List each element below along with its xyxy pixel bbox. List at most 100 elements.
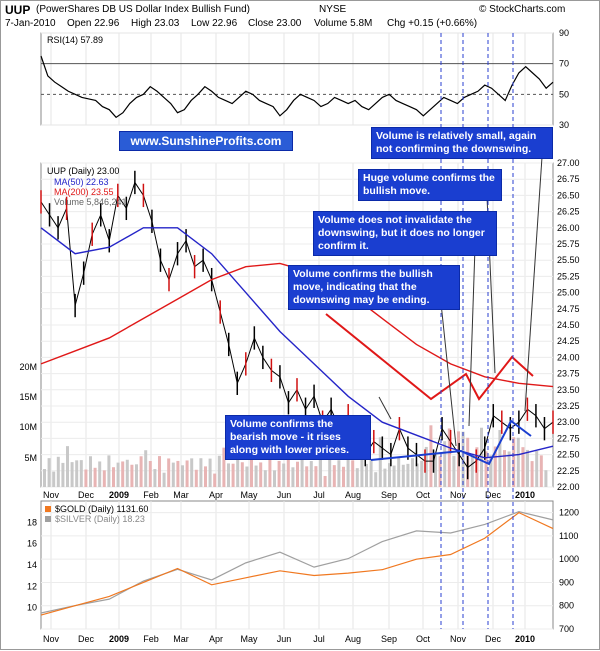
volume-bar	[176, 460, 180, 487]
volume-bar	[89, 456, 92, 487]
volume-bar	[185, 460, 189, 487]
volume-bar	[493, 446, 497, 487]
volume-bar	[135, 464, 138, 487]
gold-y-tick-label: 1100	[559, 531, 578, 541]
annotation-confirms-bullish: Volume confirms the bullish move, indica…	[288, 265, 460, 310]
price-x-tick-label: Sep	[381, 490, 397, 500]
volume-bar	[429, 425, 433, 487]
volume-bar	[181, 465, 184, 487]
volume-bar	[116, 462, 120, 487]
volume-bar	[144, 450, 148, 487]
volume-bar	[98, 461, 102, 487]
uup-legend: UUP (Daily) 23.00	[47, 166, 119, 176]
quote-low: Low 22.96	[191, 18, 238, 29]
volume-legend: Volume 5,846,241	[54, 197, 127, 207]
volume-bar	[259, 462, 263, 487]
volume-bar	[102, 470, 106, 487]
annotation-bearish-move: Volume confirms the bearish move - it ri…	[225, 415, 371, 460]
volume-y-tick-label: 20M	[19, 362, 37, 372]
volume-bar	[250, 456, 253, 487]
price-x-tick-label: Jul	[313, 490, 325, 500]
volume-bar	[199, 458, 203, 487]
volume-bar	[208, 458, 212, 487]
volume-bar	[452, 455, 456, 487]
quote-change: Chg +0.15 (+0.66%)	[387, 18, 478, 29]
rsi-y-tick-label: 70	[559, 59, 569, 69]
volume-bar	[139, 456, 143, 487]
volume-bar	[153, 469, 157, 487]
silver-y-tick-label: 16	[27, 539, 37, 549]
volume-bar	[484, 451, 488, 487]
volume-bar	[489, 455, 493, 487]
volume-bar	[309, 461, 313, 487]
volume-bar	[374, 472, 378, 487]
volume-bar	[332, 465, 336, 487]
quote-volume: Volume 5.8M	[314, 18, 373, 29]
gold-x-tick-label: 2009	[109, 634, 129, 644]
volume-bar	[516, 437, 520, 487]
price-x-tick-label: 2009	[109, 490, 129, 500]
volume-bar	[383, 468, 387, 487]
volume-bar	[535, 450, 539, 487]
volume-bar	[204, 466, 207, 487]
price-y-tick-label: 26.00	[557, 223, 580, 233]
volume-y-tick-label: 10M	[19, 422, 37, 432]
volume-bar	[346, 458, 350, 487]
volume-bar	[319, 456, 322, 487]
volume-bar	[443, 441, 447, 487]
volume-bar	[420, 460, 424, 487]
ma50-line	[40, 227, 554, 459]
price-x-tick-label: Aug	[345, 490, 361, 500]
volume-bar	[447, 428, 451, 487]
annotation-pointer	[524, 156, 543, 412]
volume-bar	[61, 462, 65, 487]
gold-y-tick-label: 1000	[559, 554, 579, 564]
volume-bar	[305, 466, 309, 487]
volume-y-tick-label: 15M	[19, 392, 37, 402]
price-y-tick-label: 25.75	[557, 239, 580, 249]
volume-bar	[277, 460, 281, 487]
volume-bar	[392, 465, 396, 487]
volume-bar	[470, 453, 474, 487]
volume-bar	[397, 457, 401, 487]
volume-bar	[438, 456, 442, 487]
volume-bar	[286, 458, 290, 487]
volume-bar	[217, 455, 221, 487]
gold-x-tick-label: Aug	[345, 634, 361, 644]
volume-bar	[328, 457, 332, 487]
rsi-y-tick-label: 30	[559, 120, 569, 130]
volume-bar	[84, 469, 88, 487]
price-y-tick-label: 22.00	[557, 482, 580, 492]
volume-bar	[245, 466, 249, 487]
rsi-line	[40, 55, 554, 119]
price-y-tick-label: 25.25	[557, 271, 580, 281]
gold-x-tick-label: Dec	[78, 634, 95, 644]
red-volume-trendline	[325, 313, 534, 401]
gold-x-tick-label: 2010	[515, 634, 535, 644]
volume-bar	[337, 460, 341, 487]
price-y-tick-label: 22.25	[557, 466, 580, 476]
volume-bar	[424, 446, 428, 487]
price-x-tick-label: Nov	[43, 490, 60, 500]
rsi-y-tick-label: 50	[559, 89, 569, 99]
gold-y-tick-label: 800	[559, 601, 574, 611]
gold-x-tick-label: Nov	[43, 634, 60, 644]
quote-high: High 23.03	[131, 18, 180, 29]
price-x-tick-label: Oct	[416, 490, 431, 500]
volume-bar	[121, 461, 125, 487]
volume-bar	[323, 475, 327, 487]
volume-bar	[227, 463, 230, 487]
volume-bar	[521, 447, 525, 487]
volume-bar	[507, 451, 511, 487]
volume-bar	[355, 468, 359, 487]
volume-bar	[93, 467, 97, 487]
gold-x-tick-label: Sep	[381, 634, 397, 644]
gold-x-tick-label: May	[240, 634, 258, 644]
annotation-huge-volume: Huge volume confirms the bullish move.	[358, 169, 502, 201]
ma200-legend: MA(200) 23.55	[54, 187, 114, 197]
price-y-tick-label: 22.75	[557, 433, 580, 443]
volume-bar	[360, 458, 364, 487]
volume-bar	[526, 449, 529, 487]
